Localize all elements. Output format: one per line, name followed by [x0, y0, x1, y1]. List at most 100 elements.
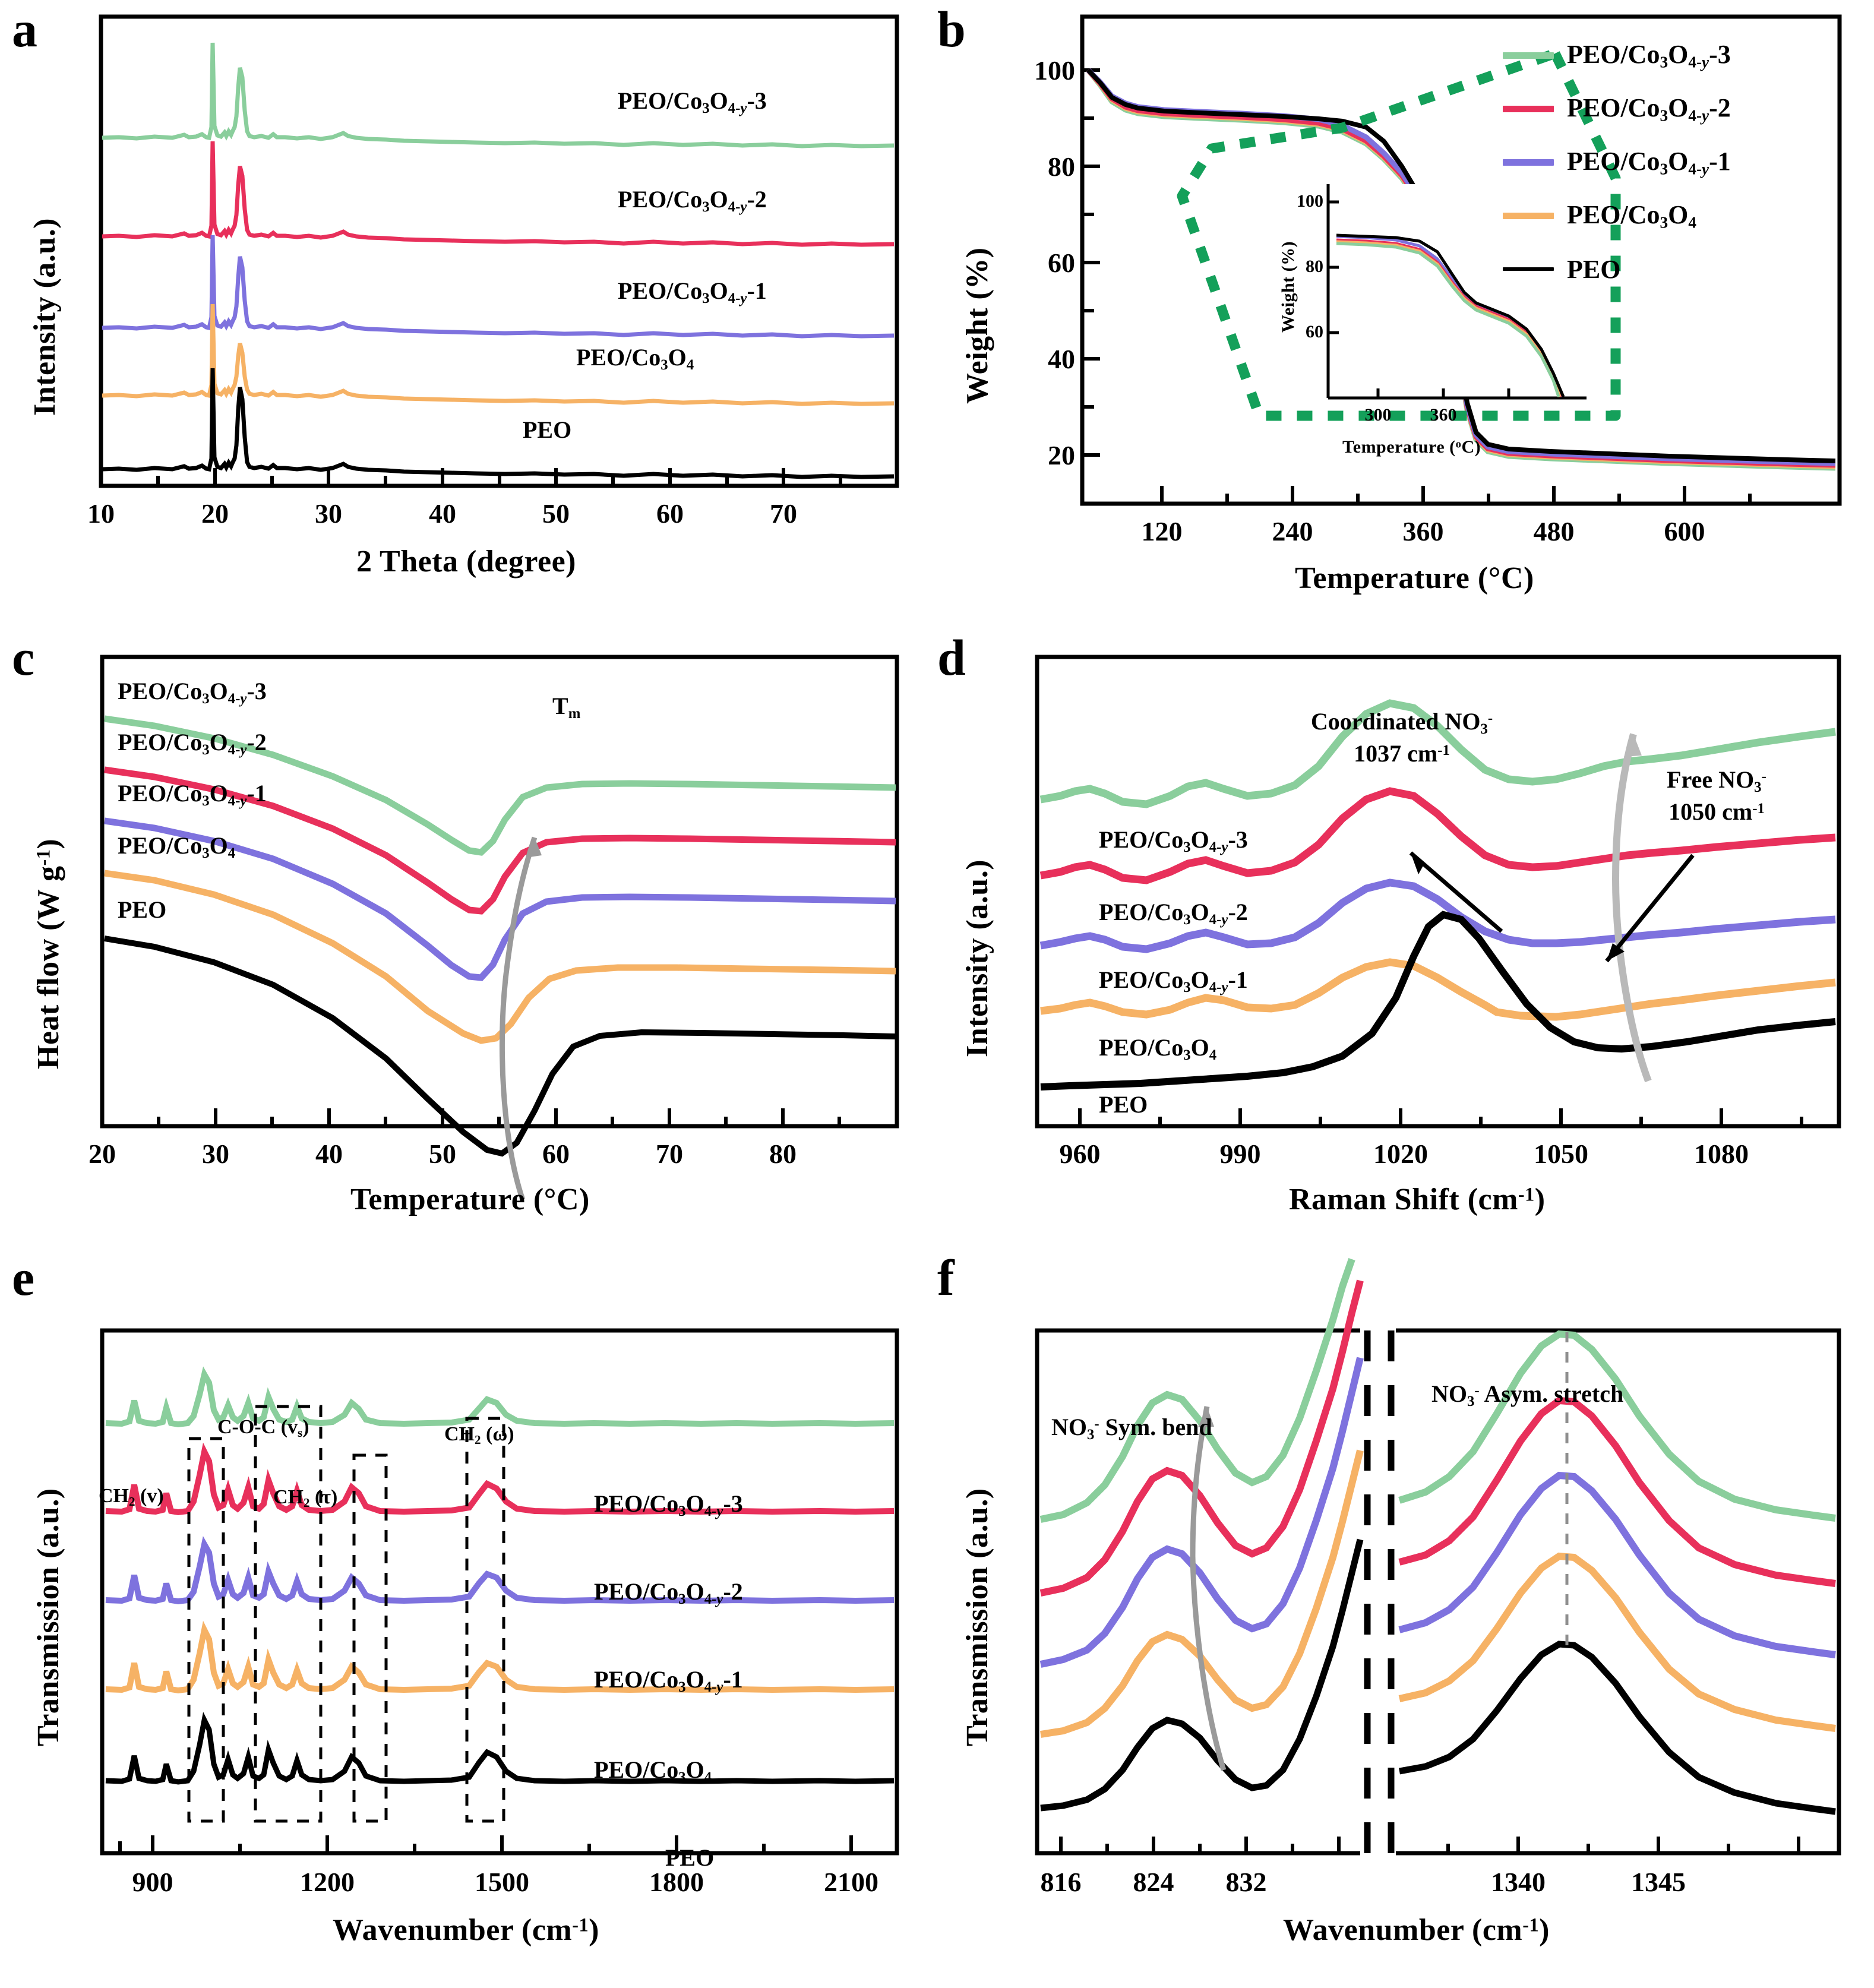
panel-a-xtick-70: 70 — [770, 498, 797, 529]
panel-f-xtick-1345: 1345 — [1631, 1867, 1686, 1897]
panel-e-xtick-1200: 1200 — [300, 1867, 355, 1897]
panel-d-label: d — [937, 629, 966, 686]
legend-item-co3o4y3[interactable]: PEO/Co3O4-y-3 — [1503, 36, 1731, 75]
panel-e-band-label-coc-vs: C-O-C (vs) — [217, 1416, 309, 1440]
panel-e: e Transmission (a.u.) — [0, 1247, 927, 1988]
panel-d-xtick-1080: 1080 — [1694, 1139, 1749, 1169]
panel-c-series-label-co3o4y3: PEO/Co3O4-y-3 — [118, 678, 267, 707]
panel-f-right-annotation: NO3- Asym. stretch — [1431, 1380, 1624, 1409]
panel-e-series-label-peo: PEO — [665, 1844, 715, 1871]
panel-d-series-label-co3o4y3: PEO/Co3O4-y-3 — [1099, 826, 1248, 855]
panel-a-series-label-co3o4: PEO/Co3O4 — [576, 344, 694, 373]
panel-c-xtick-80: 80 — [769, 1139, 797, 1169]
panel-a-series-label-co3o4y2: PEO/Co3O4-y-2 — [618, 186, 767, 215]
panel-b-ytick-60: 60 — [1048, 248, 1075, 278]
panel-c-xtick-40: 40 — [315, 1139, 343, 1169]
panel-d-coordinated-no3-annotation: Coordinated NO3- 1037 cm-1 — [1310, 708, 1493, 767]
panel-f-left-annotation: NO3- Sym. bend — [1051, 1414, 1212, 1443]
panel-f-xtick-1340: 1340 — [1491, 1867, 1546, 1897]
legend-label-co3o4y1: PEO/Co3O4-y-1 — [1567, 146, 1731, 178]
panel-a: a Intensity (a.u.) PEO/Co — [0, 0, 927, 618]
panel-b-ytick-80: 80 — [1048, 151, 1075, 182]
panel-e-label: e — [12, 1249, 35, 1306]
panel-c-xlabel: Temperature (°C) — [350, 1183, 590, 1216]
legend-swatch-red — [1503, 105, 1554, 112]
panel-b-inset-ytick-60: 60 — [1306, 322, 1323, 342]
panel-e-series-label-co3o4y1: PEO/Co3O4-y-1 — [594, 1666, 743, 1695]
panel-c: c Heat flow (W g-1) — [0, 618, 927, 1247]
legend-swatch-black — [1503, 267, 1554, 271]
panel-c-label: c — [12, 629, 35, 686]
panel-a-series-label-peo: PEO — [523, 416, 572, 443]
panel-d-xtick-960: 960 — [1059, 1139, 1101, 1169]
legend-label-co3o4y3: PEO/Co3O4-y-3 — [1567, 39, 1731, 71]
panel-d-xlabel: Raman Shift (cm-1) — [1289, 1183, 1546, 1216]
panel-e-xtick-1500: 1500 — [475, 1867, 529, 1897]
panel-b-plot — [1080, 14, 1842, 506]
panel-b-inset-ylabel: Weight (%) — [1278, 241, 1298, 333]
panel-b-xtick-600: 600 — [1664, 516, 1705, 546]
panel-a-xtick-60: 60 — [656, 498, 684, 529]
panel-f-xtick-832: 832 — [1225, 1867, 1267, 1897]
panel-b-label: b — [937, 1, 966, 58]
legend-swatch-orange — [1503, 212, 1554, 219]
panel-c-series-label-peo: PEO — [118, 896, 167, 923]
panel-a-series-label-co3o4y1: PEO/Co3O4-y-1 — [618, 277, 767, 306]
legend-item-co3o4y2[interactable]: PEO/Co3O4-y-2 — [1503, 89, 1731, 128]
panel-b-xtick-120: 120 — [1141, 516, 1183, 546]
panel-e-xtick-1800: 1800 — [649, 1867, 704, 1897]
panel-a-series-label-co3o4y3: PEO/Co3O4-y-3 — [618, 87, 767, 116]
panel-e-xtick-900: 900 — [132, 1867, 173, 1897]
panel-c-xtick-60: 60 — [542, 1139, 570, 1169]
panel-d-plot — [1035, 655, 1841, 1129]
panel-e-plot — [100, 1328, 899, 1856]
panel-c-tm-annotation: Tm — [552, 693, 581, 722]
panel-f-xlabel: Wavenumber (cm-1) — [1283, 1913, 1550, 1947]
legend-item-peo[interactable]: PEO — [1503, 249, 1731, 289]
panel-d-free-no3-annotation: Free NO3- 1050 cm-1 — [1667, 766, 1766, 825]
panel-a-plot — [99, 14, 899, 488]
panel-f-xtick-824: 824 — [1133, 1867, 1174, 1897]
panel-c-series-label-co3o4y2: PEO/Co3O4-y-2 — [118, 729, 267, 758]
legend-item-co3o4[interactable]: PEO/Co3O4 — [1503, 196, 1731, 235]
panel-f-plot — [1035, 1258, 1841, 1856]
panel-a-xtick-50: 50 — [542, 498, 570, 529]
panel-e-series-label-co3o4y3: PEO/Co3O4-y-3 — [594, 1490, 743, 1519]
panel-c-series-label-co3o4: PEO/Co3O4 — [118, 832, 236, 861]
panel-d-xtick-1050: 1050 — [1534, 1139, 1588, 1169]
panel-e-series-label-co3o4: PEO/Co3O4 — [594, 1756, 712, 1785]
legend-swatch-green — [1503, 52, 1554, 59]
panel-a-xtick-30: 30 — [315, 498, 342, 529]
panel-d-series-label-co3o4y1: PEO/Co3O4-y-1 — [1099, 966, 1248, 995]
panel-a-xtick-20: 20 — [201, 498, 229, 529]
panel-d-xtick-990: 990 — [1219, 1139, 1261, 1169]
panel-e-series-label-co3o4y2: PEO/Co3O4-y-2 — [594, 1578, 743, 1607]
panel-b-ytick-100: 100 — [1034, 55, 1075, 86]
panel-a-xtick-10: 10 — [87, 498, 115, 529]
panel-e-band-label-ch2-v: CH2 (v) — [99, 1485, 164, 1509]
panel-c-xtick-20: 20 — [89, 1139, 116, 1169]
panel-c-xtick-50: 50 — [429, 1139, 456, 1169]
panel-b-xtick-240: 240 — [1272, 516, 1313, 546]
panel-d-xtick-1020: 1020 — [1373, 1139, 1428, 1169]
panel-a-label: a — [12, 1, 37, 58]
panel-c-xtick-30: 30 — [202, 1139, 229, 1169]
panel-a-xtick-40: 40 — [429, 498, 456, 529]
panel-a-xlabel: 2 Theta (degree) — [356, 545, 576, 579]
panel-b-xtick-360: 360 — [1402, 516, 1444, 546]
panel-b-inset-xlabel: Temperature (oC) — [1342, 437, 1481, 457]
panel-b-inset-ytick-100: 100 — [1297, 191, 1323, 211]
legend-item-co3o4y1[interactable]: PEO/Co3O4-y-1 — [1503, 143, 1731, 182]
panel-e-xlabel: Wavenumber (cm-1) — [333, 1913, 599, 1947]
panel-b: b Weight (%) — [927, 0, 1874, 618]
panel-b-inset-xtick-360: 360 — [1430, 405, 1457, 425]
panel-b-ytick-40: 40 — [1048, 344, 1075, 374]
panel-b-ytick-20: 20 — [1048, 440, 1075, 470]
panel-b-inset-ytick-80: 80 — [1306, 257, 1323, 276]
panel-b-xlabel: Temperature (°C) — [1295, 561, 1534, 595]
panel-b-xtick-480: 480 — [1533, 516, 1575, 546]
panel-c-series-label-co3o4y1: PEO/Co3O4-y-1 — [118, 780, 267, 809]
legend-swatch-purple — [1503, 159, 1554, 166]
panel-f: f Transmission (a.u.) — [927, 1247, 1874, 1988]
